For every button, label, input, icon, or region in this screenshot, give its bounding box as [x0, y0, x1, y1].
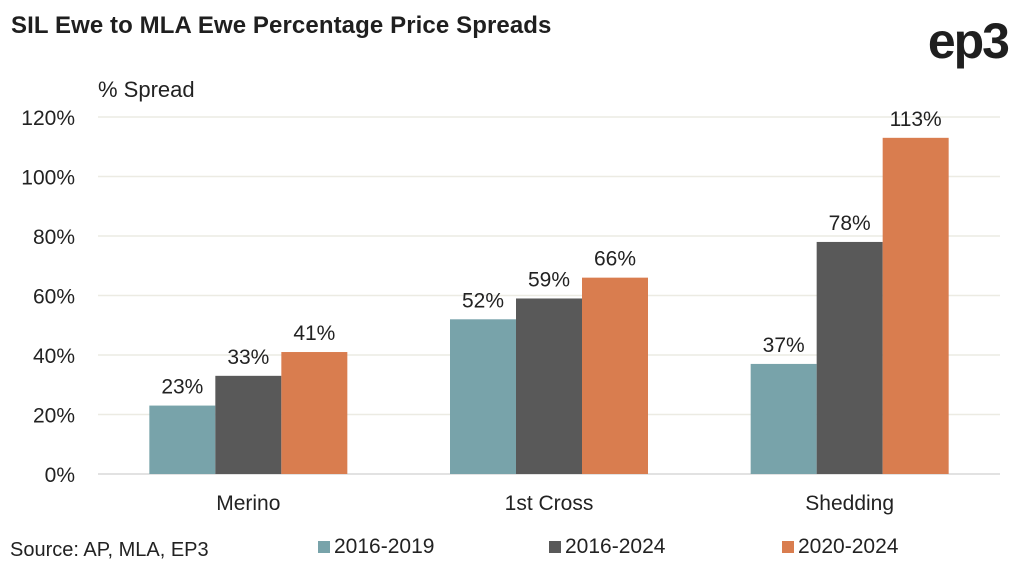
legend-item-2016-2019: 2016-2019 — [318, 535, 434, 559]
bar — [516, 298, 582, 474]
category-label: Merino — [216, 492, 280, 515]
data-label: 33% — [227, 346, 269, 369]
legend-label: 2020-2024 — [798, 535, 899, 558]
y-tick-label: 120% — [21, 107, 75, 130]
y-tick-label: 100% — [21, 167, 75, 190]
legend-item-2020-2024: 2020-2024 — [782, 535, 898, 559]
ep3-logo: ep3 — [927, 13, 1010, 69]
chart-title: SIL Ewe to MLA Ewe Percentage Price Spre… — [11, 12, 552, 39]
bar — [450, 319, 516, 474]
data-label: 78% — [829, 212, 871, 235]
y-tick-label: 0% — [45, 464, 75, 487]
legend-swatch — [782, 541, 794, 553]
y-tick-label: 60% — [33, 286, 75, 309]
legend-swatch — [549, 541, 561, 553]
data-label: 113% — [890, 108, 942, 131]
legend-label: 2016-2019 — [334, 535, 435, 558]
category-label: 1st Cross — [505, 492, 594, 515]
bar — [750, 363, 817, 474]
y-tick-label: 40% — [33, 345, 75, 368]
bar — [281, 352, 348, 474]
data-label: 41% — [293, 322, 335, 345]
bar — [215, 375, 282, 474]
data-label: 59% — [528, 268, 570, 291]
legend-item-2016-2024: 2016-2024 — [549, 535, 665, 559]
category-label: Shedding — [805, 492, 894, 515]
legend-label: 2016-2024 — [565, 535, 666, 558]
bar — [149, 405, 216, 474]
bar — [816, 241, 883, 474]
bar — [882, 137, 949, 474]
data-label: 66% — [594, 248, 636, 271]
data-label: 52% — [462, 289, 504, 312]
y-axis-label: % Spread — [98, 77, 195, 102]
y-tick-label: 80% — [33, 226, 75, 249]
y-tick-label: 20% — [33, 405, 75, 428]
data-label: 37% — [763, 334, 805, 357]
data-label: 23% — [161, 376, 203, 399]
legend-swatch — [318, 541, 330, 553]
bar — [582, 277, 648, 474]
source-note: Source: AP, MLA, EP3 — [10, 539, 209, 561]
